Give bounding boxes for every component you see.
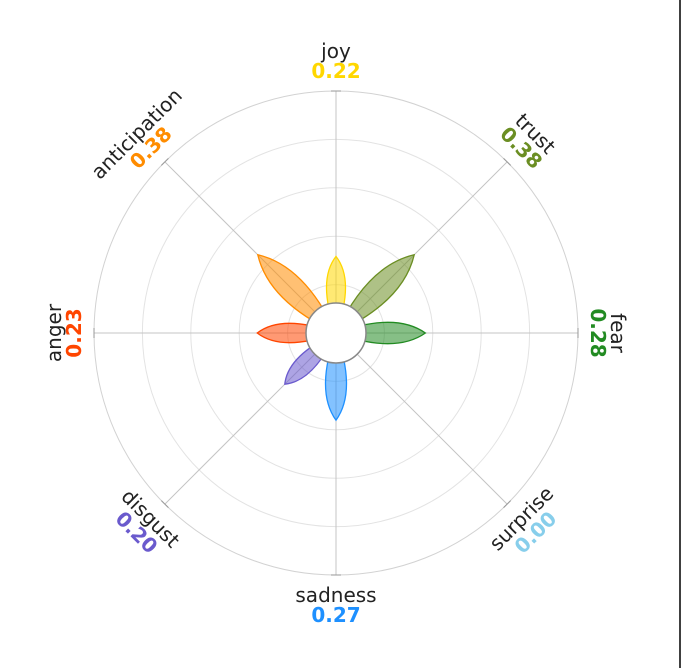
spoke-line	[335, 332, 508, 505]
value-label-sadness: 0.27	[311, 603, 360, 627]
value-label-anger: 0.23	[62, 308, 86, 357]
center-hub	[305, 302, 367, 364]
category-label-joy: joy	[320, 39, 351, 63]
value-label-joy: 0.22	[311, 59, 360, 83]
spoke-tick	[160, 500, 169, 509]
spoke-tick	[160, 157, 169, 166]
spoke-tick	[503, 500, 512, 509]
category-label-anger: anger	[42, 303, 66, 362]
category-label-fear: fear	[606, 313, 630, 354]
value-label-fear: 0.28	[586, 308, 610, 357]
spoke-tick	[503, 157, 512, 166]
category-label-sadness: sadness	[295, 583, 376, 607]
